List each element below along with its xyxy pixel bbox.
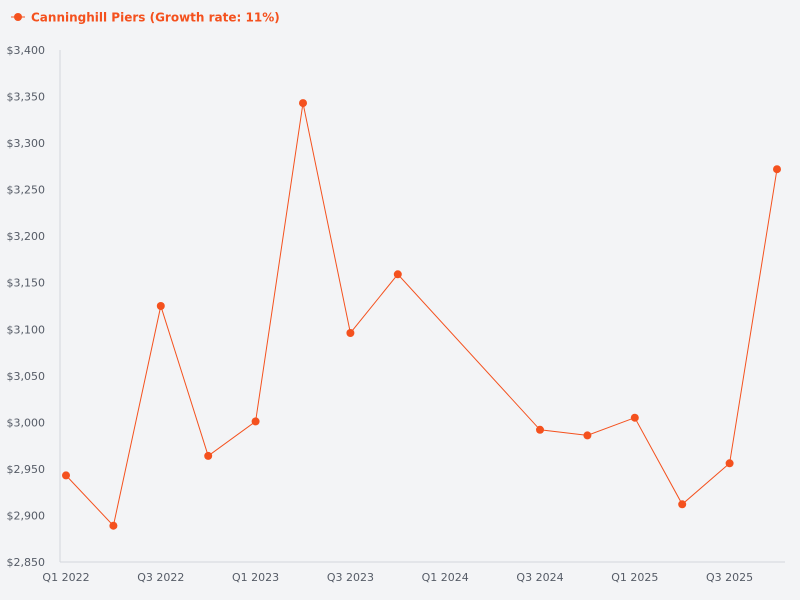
series-layer bbox=[62, 99, 781, 530]
data-point[interactable] bbox=[251, 417, 260, 426]
x-tick-label: Q1 2024 bbox=[422, 571, 469, 584]
x-tick-label: Q3 2023 bbox=[327, 571, 374, 584]
y-axis: $2,850 $2,900 $2,950 $3,000 $3,050 $3,100 $3,1… bbox=[7, 44, 61, 569]
series-line bbox=[65, 102, 778, 527]
x-tick-label: Q1 2022 bbox=[42, 571, 89, 584]
data-point[interactable] bbox=[678, 500, 687, 509]
data-point[interactable] bbox=[346, 329, 355, 337]
data-point[interactable] bbox=[536, 425, 544, 434]
data-point[interactable] bbox=[299, 99, 307, 108]
y-tick-label: $3,100 bbox=[7, 323, 46, 336]
data-point[interactable] bbox=[156, 302, 165, 310]
y-tick-label: $3,400 bbox=[7, 44, 46, 57]
y-tick-label: $3,300 bbox=[7, 137, 46, 150]
x-tick-label: Q3 2025 bbox=[706, 571, 753, 584]
y-tick-label: $2,900 bbox=[7, 509, 46, 522]
x-axis: Q1 2022 Q3 2022 Q1 2023 Q3 2023 Q1 2024 Q3 20… bbox=[42, 561, 785, 584]
data-point[interactable] bbox=[630, 413, 639, 422]
data-point[interactable] bbox=[583, 431, 592, 440]
data-point[interactable] bbox=[393, 270, 402, 279]
data-point[interactable] bbox=[725, 459, 734, 468]
data-point[interactable] bbox=[109, 521, 118, 530]
y-tick-label: $3,250 bbox=[7, 184, 46, 197]
y-tick-label: $2,950 bbox=[7, 463, 46, 476]
data-point[interactable] bbox=[62, 471, 70, 480]
y-tick-label: $3,350 bbox=[7, 91, 46, 104]
y-tick-label: $3,000 bbox=[7, 416, 46, 429]
x-tick-label: Q1 2023 bbox=[232, 571, 279, 584]
data-point[interactable] bbox=[773, 165, 781, 174]
y-tick-label: $2,850 bbox=[7, 556, 46, 569]
x-tick-label: Q1 2025 bbox=[611, 571, 658, 584]
x-tick-label: Q3 2022 bbox=[137, 571, 184, 584]
legend[interactable]: Canninghill Piers (Growth rate: 11%) bbox=[11, 11, 280, 25]
x-tick-label: Q3 2024 bbox=[516, 571, 563, 584]
legend-label: Canninghill Piers (Growth rate: 11%) bbox=[31, 11, 280, 25]
legend-marker-icon bbox=[14, 13, 22, 21]
y-tick-label: $3,200 bbox=[7, 230, 46, 243]
y-tick-label: $3,050 bbox=[7, 370, 46, 383]
y-tick-label: $3,150 bbox=[7, 277, 46, 290]
data-point[interactable] bbox=[204, 451, 213, 460]
